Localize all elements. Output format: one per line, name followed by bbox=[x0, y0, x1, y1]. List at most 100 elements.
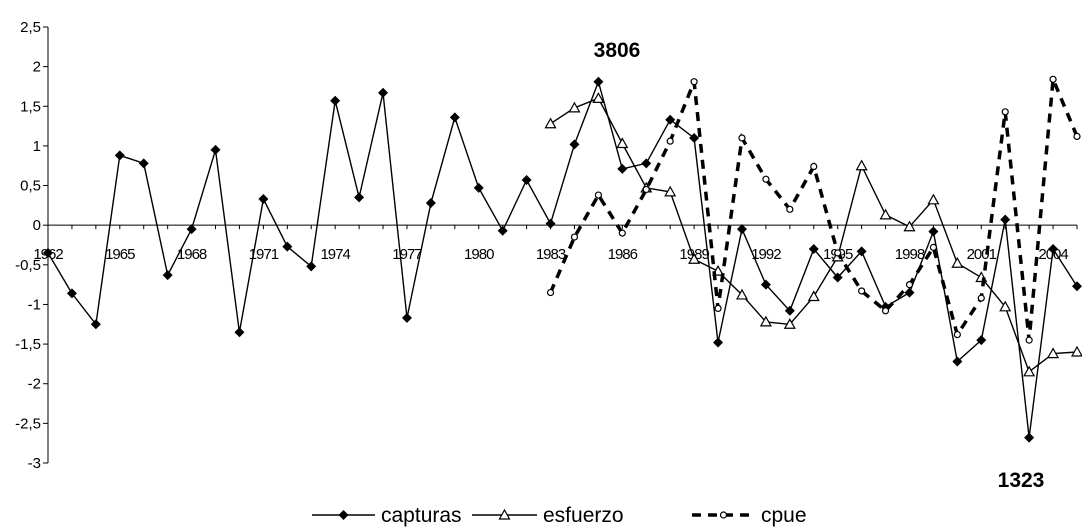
capturas-line bbox=[47, 79, 1078, 438]
capturas-point bbox=[114, 150, 125, 161]
y-tick-label: 0 bbox=[33, 217, 41, 234]
y-tick-label: -3 bbox=[28, 455, 41, 472]
y-tick-label: 1,5 bbox=[20, 98, 41, 115]
legend-item-capturas: capturas bbox=[312, 504, 462, 527]
x-tick-label: 1986 bbox=[608, 246, 638, 263]
y-tick-label: 2,5 bbox=[20, 19, 41, 36]
y-tick-label: 1 bbox=[33, 138, 41, 155]
cpue-point bbox=[666, 137, 674, 145]
capturas-point bbox=[43, 247, 53, 258]
capturas-point bbox=[808, 243, 819, 254]
legend-marker-esfuerzo bbox=[498, 508, 511, 520]
esfuerzo-point bbox=[1070, 345, 1082, 357]
capturas-point bbox=[282, 241, 293, 252]
x-tick-label: 1983 bbox=[536, 246, 566, 263]
series-capturas bbox=[43, 76, 1082, 443]
capturas-point bbox=[330, 95, 341, 106]
capturas-point bbox=[162, 270, 173, 281]
legend-label-capturas: capturas bbox=[381, 504, 462, 527]
legend: capturas esfuerzo cpue bbox=[312, 504, 807, 527]
esfuerzo-point bbox=[879, 208, 892, 220]
cpue-point bbox=[881, 307, 890, 315]
cpue-point bbox=[570, 233, 579, 241]
esfuerzo-point bbox=[544, 117, 557, 129]
esfuerzo-point bbox=[664, 185, 677, 197]
capturas-point bbox=[1072, 281, 1082, 292]
capturas-point bbox=[521, 174, 532, 185]
capturas-point bbox=[425, 197, 436, 208]
capturas-point bbox=[258, 194, 269, 205]
x-tick-label: 1965 bbox=[105, 246, 135, 263]
esfuerzo-point bbox=[568, 101, 581, 113]
x-tick-label: 1974 bbox=[320, 246, 350, 263]
cpue-point bbox=[546, 288, 555, 297]
cpue-point bbox=[834, 249, 842, 257]
capturas-point bbox=[497, 225, 508, 236]
cpue-point bbox=[1049, 75, 1057, 83]
capturas-point bbox=[306, 261, 317, 272]
esfuerzo-point bbox=[688, 253, 701, 264]
cpue-point bbox=[929, 243, 938, 251]
cpue-point bbox=[618, 229, 626, 237]
capturas-point bbox=[66, 288, 77, 299]
esfuerzo-point bbox=[951, 256, 964, 268]
legend-marker-capturas bbox=[338, 510, 349, 520]
esfuerzo-point bbox=[999, 300, 1012, 312]
x-tick-label: 1992 bbox=[751, 246, 781, 263]
axes: 2,521,510,50-0,5-1-1,5-2-2,5-31962196519… bbox=[15, 19, 1078, 472]
y-tick-label: -2,5 bbox=[15, 415, 41, 432]
legend-marker-cpue bbox=[719, 511, 728, 519]
capturas-point bbox=[210, 144, 221, 155]
esfuerzo-point bbox=[927, 193, 940, 205]
esfuerzo-point bbox=[855, 159, 868, 171]
cpue-point bbox=[786, 205, 794, 213]
capturas-point bbox=[90, 319, 101, 330]
capturas-point bbox=[832, 272, 843, 283]
x-tick-label: 1998 bbox=[895, 246, 925, 263]
esfuerzo-point bbox=[616, 137, 629, 149]
capturas-point bbox=[473, 182, 484, 193]
cpue-point bbox=[1001, 108, 1009, 116]
capturas-point bbox=[449, 112, 460, 123]
y-tick-label: 0,5 bbox=[20, 178, 41, 195]
annotation-min: 1323 bbox=[998, 469, 1045, 492]
capturas-point bbox=[760, 279, 771, 290]
capturas-point bbox=[784, 305, 795, 316]
capturas-point bbox=[689, 132, 700, 143]
capturas-point bbox=[138, 158, 149, 169]
y-tick-label: -2 bbox=[28, 376, 41, 393]
capturas-point bbox=[186, 224, 197, 235]
capturas-point bbox=[593, 76, 604, 87]
esfuerzo-point bbox=[759, 315, 772, 327]
x-tick-label: 1968 bbox=[177, 246, 207, 263]
series-layer bbox=[43, 75, 1082, 443]
y-tick-label: -0,5 bbox=[15, 257, 41, 274]
legend-label-cpue: cpue bbox=[761, 504, 807, 527]
capturas-point bbox=[641, 158, 652, 169]
x-tick-label: 2004 bbox=[1038, 246, 1068, 263]
x-tick-label: 1971 bbox=[249, 246, 279, 263]
capturas-point bbox=[904, 287, 915, 298]
y-tick-label: -1 bbox=[28, 296, 41, 313]
esfuerzo-point bbox=[1023, 365, 1036, 377]
legend-item-cpue: cpue bbox=[692, 504, 807, 527]
legend-label-esfuerzo: esfuerzo bbox=[543, 504, 624, 527]
y-tick-label: -1,5 bbox=[15, 336, 41, 353]
esfuerzo-line bbox=[550, 97, 1078, 373]
capturas-point bbox=[856, 246, 867, 257]
capturas-point bbox=[1048, 243, 1059, 254]
x-tick-label: 2001 bbox=[967, 246, 997, 263]
cpue-point bbox=[953, 330, 961, 339]
annotations: 3806 1323 bbox=[594, 39, 1045, 492]
capturas-point bbox=[378, 87, 389, 98]
capturas-point bbox=[713, 337, 724, 348]
capturas-point bbox=[569, 139, 580, 150]
cpue-point bbox=[738, 134, 746, 142]
capturas-point bbox=[736, 224, 747, 235]
x-tick-label: 1980 bbox=[464, 246, 494, 263]
capturas-point bbox=[1000, 214, 1011, 225]
esfuerzo-point bbox=[807, 290, 820, 302]
esfuerzo-point bbox=[735, 288, 748, 300]
legend-item-esfuerzo: esfuerzo bbox=[472, 504, 624, 527]
capturas-point bbox=[1024, 432, 1035, 443]
